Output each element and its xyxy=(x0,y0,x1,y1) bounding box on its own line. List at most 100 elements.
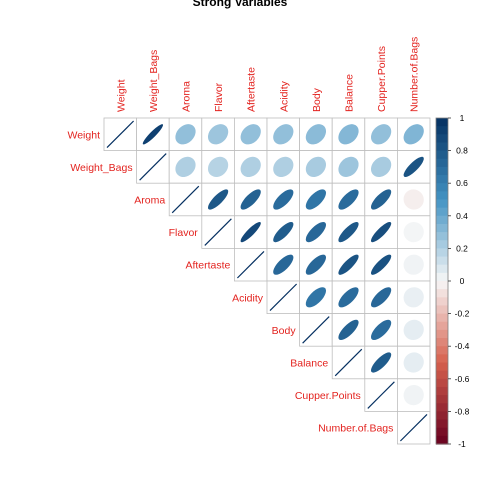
correlation-ellipse xyxy=(338,287,359,308)
colorbar-segment xyxy=(436,370,448,380)
correlation-ellipse xyxy=(370,189,392,210)
column-label-Weight_Bags: Weight_Bags xyxy=(148,50,160,112)
colorbar-segment xyxy=(436,435,448,445)
colorbar-segment xyxy=(436,272,448,282)
colorbar-segment xyxy=(436,199,448,209)
colorbar-segment xyxy=(436,403,448,412)
correlation-cell-Aroma-Flavor xyxy=(201,182,235,217)
colorbar-segment xyxy=(436,191,448,201)
correlation-cell-Flavor-Acidity xyxy=(266,215,300,249)
correlation-ellipse xyxy=(403,319,424,341)
correlation-cell-Aftertaste-Balance xyxy=(331,247,366,282)
correlation-ellipse xyxy=(142,124,164,145)
diagonal-line xyxy=(171,185,200,214)
column-label-Flavor: Flavor xyxy=(213,82,225,112)
colorbar-segment xyxy=(436,183,448,192)
correlation-cell-Weight_Bags-Body xyxy=(299,150,333,184)
colorbar-segment xyxy=(436,175,448,184)
row-label-Cupper.Points: Cupper.Points xyxy=(295,390,361,402)
correlation-cell-Acidity-Body xyxy=(299,280,333,314)
colorbar-tick-label: -0.6 xyxy=(455,374,470,384)
colorbar-segment xyxy=(436,126,448,135)
correlation-ellipse xyxy=(175,124,196,145)
correlation-ellipse xyxy=(273,221,294,243)
colorbar-segment xyxy=(436,223,448,233)
correlation-cell-Aroma-Balance xyxy=(331,182,366,217)
colorbar-segment xyxy=(436,215,448,225)
correlation-ellipse xyxy=(207,156,229,178)
column-label-Aroma: Aroma xyxy=(181,81,193,112)
diagonal-line xyxy=(269,283,298,312)
correlation-ellipse xyxy=(370,254,392,275)
correlation-cell-Flavor-Cupper.Points xyxy=(364,215,398,249)
colorbar-segment xyxy=(436,240,448,249)
correlation-cell-Acidity-Acidity xyxy=(266,280,300,314)
column-label-Number.of.Bags: Number.of.Bags xyxy=(409,37,421,112)
correlation-cell-Aftertaste-Acidity xyxy=(266,247,300,282)
correlation-cell-Aftertaste-Body xyxy=(299,247,333,282)
correlation-cell-Weight_Bags-Weight_Bags xyxy=(136,150,170,184)
correlation-cell-Weight-Aroma xyxy=(168,117,203,151)
correlation-ellipse xyxy=(273,189,294,210)
column-labels: Weight Weight_Bags Aroma Flavor Aftertaste Ac… xyxy=(115,37,420,112)
correlation-ellipse xyxy=(403,189,424,210)
correlation-ellipse xyxy=(370,319,392,341)
correlation-cell-Weight-Weight xyxy=(103,117,137,151)
correlation-ellipse xyxy=(403,287,424,308)
correlation-cell-Body-Body xyxy=(299,313,333,347)
correlation-cell-Weight_Bags-Number.of.Bags xyxy=(396,150,431,184)
correlation-ellipse xyxy=(305,287,327,308)
diagonal-line xyxy=(204,218,232,246)
correlation-ellipse xyxy=(370,124,392,145)
colorbar-segment xyxy=(436,158,448,168)
correlation-cell-Acidity-Balance xyxy=(331,280,366,314)
color-legend: 1 0.8 0.6 0.4 0.2 0 -0.2 -0.4 -0.6 -0.8 -1 xyxy=(435,113,470,449)
correlation-cell-Aroma-Number.of.Bags xyxy=(396,182,431,217)
row-label-Acidity: Acidity xyxy=(232,292,264,304)
colorbar-tick-label: -0.4 xyxy=(455,341,470,351)
colorbar-segment xyxy=(436,166,448,176)
correlation-cell-Aftertaste-Number.of.Bags xyxy=(396,247,431,282)
correlation-cell-Body-Number.of.Bags xyxy=(396,313,431,347)
correlation-cell-Weight-Aftertaste xyxy=(233,117,268,151)
correlation-cell-Weight_Bags-Cupper.Points xyxy=(364,150,398,184)
correlation-ellipse xyxy=(338,124,359,145)
correlation-cell-Weight-Acidity xyxy=(266,117,300,151)
diagonal-line xyxy=(106,120,135,149)
correlation-ellipse xyxy=(273,124,294,145)
correlation-cell-Weight-Weight_Bags xyxy=(136,117,170,151)
correlation-cell-Aftertaste-Aftertaste xyxy=(233,247,268,282)
correlation-cell-Weight_Bags-Aroma xyxy=(168,150,203,184)
correlation-ellipse xyxy=(338,221,359,243)
correlation-cell-Flavor-Flavor xyxy=(201,215,235,249)
correlation-cell-Cupper.Points-Cupper.Points xyxy=(364,378,398,412)
correlation-cell-Number.of.Bags-Number.of.Bags xyxy=(396,410,431,445)
correlation-cell-Weight_Bags-Acidity xyxy=(266,150,300,184)
colorbar-tick-label: 0.4 xyxy=(456,211,468,221)
cell-border xyxy=(201,182,235,217)
correlation-ellipse xyxy=(403,156,424,178)
colorbar-segment xyxy=(436,150,448,160)
colorbar-segment xyxy=(436,346,448,355)
correlation-cell-Aroma-Aftertaste xyxy=(233,182,268,217)
correlation-cell-Weight-Number.of.Bags xyxy=(396,117,431,151)
column-label-Balance: Balance xyxy=(344,74,356,112)
colorbar-segment xyxy=(436,142,448,152)
diagonal-line xyxy=(399,413,428,442)
correlation-cell-Balance-Balance xyxy=(331,345,366,380)
correlation-cell-Acidity-Cupper.Points xyxy=(364,280,398,314)
colorbar-segment xyxy=(436,281,448,290)
correlation-ellipse xyxy=(305,221,327,243)
colorbar-segment xyxy=(436,232,448,241)
correlation-cell-Flavor-Body xyxy=(299,215,333,249)
row-label-Flavor: Flavor xyxy=(169,227,199,239)
row-label-Aftertaste: Aftertaste xyxy=(185,260,230,272)
correlation-cell-Flavor-Number.of.Bags xyxy=(396,215,431,249)
correlation-ellipse xyxy=(370,352,392,373)
column-label-Acidity: Acidity xyxy=(278,80,290,112)
correlation-ellipse xyxy=(207,124,229,145)
colorbar-tick-label: -1 xyxy=(458,439,466,449)
correlation-cell-Aroma-Body xyxy=(299,182,333,217)
colorbar-segment xyxy=(436,305,448,315)
